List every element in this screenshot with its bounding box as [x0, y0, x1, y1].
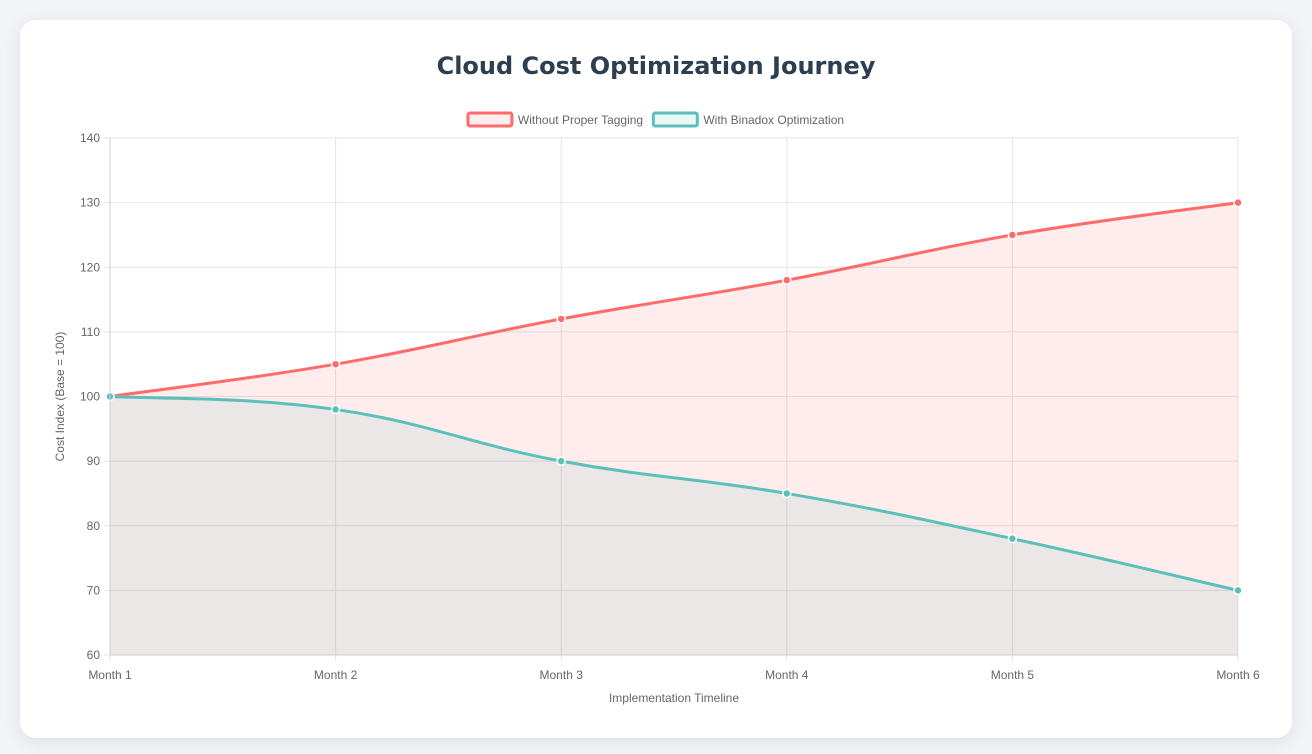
y-tick-label: 120	[80, 260, 100, 274]
legend-item-2[interactable]: With Binadox Optimization	[651, 111, 844, 128]
legend-label-1: Without Proper Tagging	[518, 113, 643, 127]
series-1-point[interactable]	[782, 275, 792, 285]
y-tick-label: 130	[80, 196, 100, 210]
x-tick-label: Month 1	[88, 668, 132, 682]
data-points	[105, 197, 1243, 596]
chart-title: Cloud Cost Optimization Journey	[436, 52, 876, 80]
y-tick-label: 90	[87, 454, 101, 468]
legend-item-1[interactable]: Without Proper Tagging	[466, 111, 643, 128]
legend[interactable]: Without Proper Tagging With Binadox Optim…	[466, 111, 844, 128]
series-2-point[interactable]	[1007, 533, 1018, 544]
y-tick-label: 100	[80, 390, 100, 404]
x-axis-title: Implementation Timeline	[609, 691, 739, 705]
series-1-point[interactable]	[1233, 197, 1243, 208]
series-2-point[interactable]	[1233, 585, 1243, 596]
y-tick-label: 140	[80, 131, 100, 145]
axes: 60 70 80 90 100 110 120 130 140 Month 1 Month 2 Mon…	[53, 131, 1260, 705]
series-2-line	[108, 395, 1240, 592]
series-1-point[interactable]	[556, 314, 566, 324]
y-tick-label: 80	[87, 519, 101, 533]
y-tick-label: 110	[81, 325, 100, 339]
legend-label-2: With Binadox Optimization	[703, 113, 844, 127]
series-2-point[interactable]	[330, 404, 341, 415]
y-tick-label: 60	[87, 648, 101, 662]
series-1-area	[110, 202, 1238, 655]
series-2-point[interactable]	[782, 488, 792, 499]
x-tick-label: Month 3	[540, 668, 584, 682]
legend-swatch-2	[651, 111, 699, 128]
x-tick-label: Month 4	[765, 668, 809, 682]
series-1-point[interactable]	[330, 359, 341, 369]
y-axis-title: Cost Index (Base = 100)	[53, 332, 67, 462]
series-1-point[interactable]	[1007, 230, 1018, 240]
area-fills	[110, 202, 1238, 655]
y-tick-label: 70	[87, 583, 101, 597]
x-tick-label: Month 2	[314, 668, 358, 682]
series-1-line	[108, 201, 1240, 398]
series-2-area	[110, 396, 1238, 655]
x-tick-label: Month 5	[991, 668, 1035, 682]
legend-swatch-1	[466, 111, 514, 128]
series-2-point[interactable]	[556, 456, 566, 466]
series-lines	[108, 201, 1240, 592]
x-tick-label: Month 6	[1216, 668, 1260, 682]
grid	[104, 137, 1239, 661]
